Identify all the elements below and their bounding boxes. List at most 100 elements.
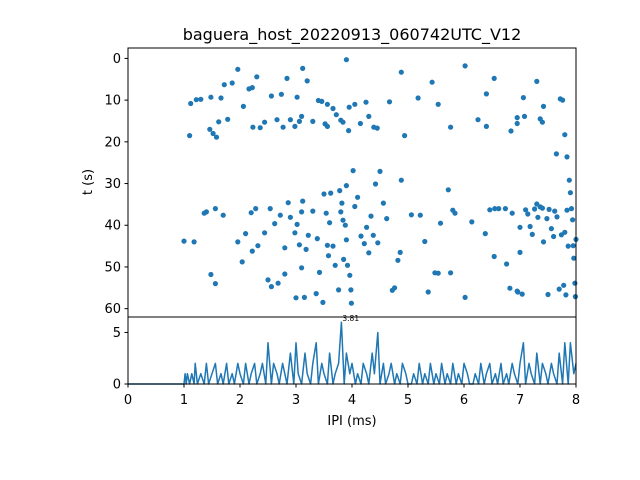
scatter-point — [220, 212, 226, 218]
scatter-point — [229, 80, 235, 86]
scatter-point — [221, 82, 227, 88]
scatter-point — [235, 66, 241, 72]
scatter-point — [540, 239, 547, 245]
scatter-point — [198, 96, 204, 102]
scatter-point — [397, 249, 403, 255]
scatter-point — [343, 57, 349, 63]
scatter-y-ticks: 0 10 20 30 40 50 60 — [104, 52, 128, 317]
scatter-point — [250, 124, 256, 130]
scatter-point — [330, 105, 336, 112]
scatter-point — [491, 75, 497, 81]
scatter-point — [292, 123, 298, 129]
scatter-point — [408, 212, 414, 218]
scatter-point — [296, 242, 302, 248]
scatter-point — [191, 239, 197, 245]
y-tick-label: 30 — [104, 177, 121, 192]
scatter-point — [357, 120, 363, 127]
y-tick-label: 20 — [104, 135, 121, 150]
scatter-point — [462, 294, 468, 300]
scatter-point — [267, 206, 273, 212]
x-tick-label: 5 — [404, 393, 412, 408]
scatter-point — [514, 120, 520, 127]
scatter-point — [364, 224, 370, 230]
scatter-point — [343, 237, 349, 243]
scatter-point — [332, 262, 338, 268]
scatter-point — [363, 99, 369, 105]
scatter-point — [212, 281, 218, 287]
scatter-point — [504, 261, 510, 267]
x-axis-label: IPI (ms) — [327, 414, 376, 429]
y-tick-label: 5 — [113, 326, 121, 341]
scatter-point — [491, 253, 497, 260]
scatter-point — [213, 134, 220, 140]
scatter-point — [372, 181, 379, 187]
scatter-point — [212, 206, 218, 212]
scatter-point — [492, 206, 498, 212]
scatter-point — [395, 257, 401, 263]
scatter-point — [514, 115, 520, 121]
scatter-point — [274, 117, 280, 123]
scatter-point — [320, 299, 326, 305]
scatter-point — [323, 210, 329, 216]
scatter-point — [560, 97, 566, 103]
scatter-point — [249, 248, 255, 254]
scatter-point — [292, 230, 298, 236]
scatter-point — [515, 289, 521, 295]
scatter-point — [299, 265, 305, 271]
peak-annotation: 3.81 — [342, 314, 359, 323]
scatter-point — [370, 232, 376, 238]
scatter-point — [337, 188, 343, 194]
scatter-point — [262, 230, 268, 236]
x-tick-label: 4 — [348, 393, 356, 408]
scatter-point — [380, 200, 386, 206]
scatter-point — [268, 284, 274, 290]
scatter-point — [527, 223, 533, 230]
scatter-point — [502, 206, 508, 212]
scatter-point — [299, 209, 305, 215]
scatter-point — [257, 125, 263, 131]
scatter-point — [235, 239, 241, 245]
scatter-point — [344, 262, 351, 268]
scatter-point — [210, 130, 216, 137]
scatter-point — [554, 214, 560, 220]
scatter-point — [248, 210, 254, 216]
scatter-point — [336, 287, 342, 293]
scatter-point — [483, 91, 489, 97]
scatter-point — [429, 79, 435, 85]
scatter-point — [340, 217, 346, 223]
scatter-point — [300, 65, 306, 71]
scatter-point — [310, 118, 316, 124]
chart-title: baguera_host_20220913_060742UTC_V12 — [183, 25, 522, 45]
scatter-point — [348, 287, 354, 293]
scatter-point — [553, 151, 560, 157]
scatter-point — [314, 236, 320, 242]
scatter-point — [445, 187, 451, 193]
scatter-point — [425, 289, 431, 295]
scatter-point — [487, 207, 493, 213]
scatter-point — [321, 191, 327, 197]
y-tick-label: 0 — [113, 52, 121, 67]
scatter-point — [272, 221, 278, 227]
scatter-point — [208, 271, 214, 278]
scatter-point — [563, 292, 569, 298]
scatter-point — [544, 216, 550, 222]
scatter-point — [225, 116, 231, 122]
histogram-y-ticks: 05 — [113, 326, 128, 393]
scatter-point — [324, 242, 330, 248]
scatter-point — [565, 243, 571, 249]
scatter-point — [566, 177, 572, 183]
scatter-point — [293, 295, 299, 301]
y-tick-label: 60 — [104, 302, 121, 317]
scatter-point — [201, 210, 207, 216]
x-tick-label: 2 — [236, 393, 244, 408]
scatter-point — [435, 270, 441, 276]
scatter-point — [571, 255, 577, 261]
scatter-point — [275, 280, 281, 286]
scatter-point — [316, 269, 323, 275]
x-tick-label: 8 — [572, 393, 580, 408]
scatter-point — [567, 190, 574, 196]
scatter-point — [265, 277, 271, 283]
scatter-point — [218, 95, 224, 101]
scatter-point — [375, 240, 381, 246]
scatter-point — [509, 210, 515, 216]
